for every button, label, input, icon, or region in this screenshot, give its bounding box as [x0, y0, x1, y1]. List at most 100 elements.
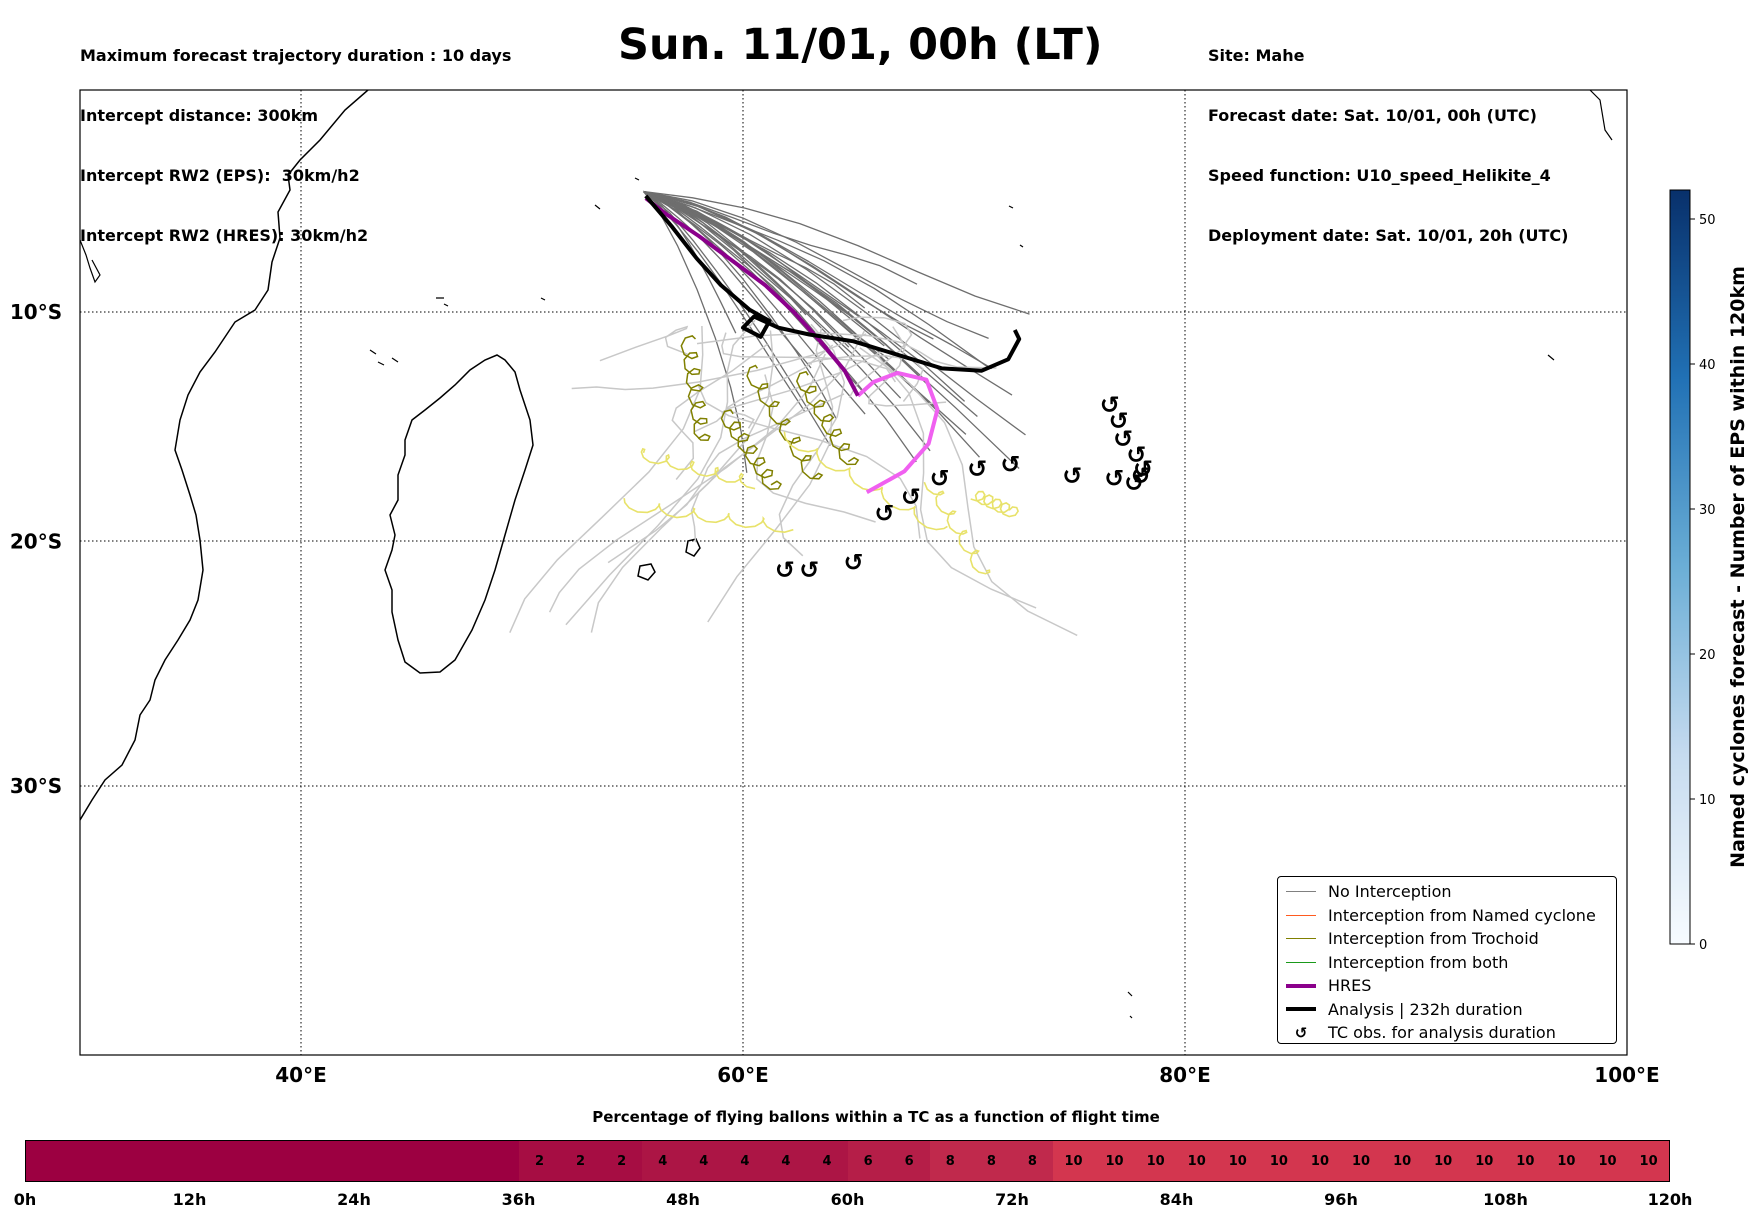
tc-observation-icon: ↺ [967, 455, 987, 483]
flight-time-cell: 10 [1176, 1141, 1218, 1181]
reunion-island [637, 563, 656, 581]
late-trajectory [726, 344, 834, 429]
legend-label: Interception from Trochoid [1328, 929, 1539, 949]
flight-time-cell: 2 [560, 1141, 602, 1181]
tc-observation-icon: ↺ [1104, 464, 1124, 492]
x-tick-label: 100°E [1594, 1063, 1659, 1087]
tc-observation-icon: ↺ [930, 464, 950, 492]
flight-time-tick-label: 84h [1159, 1190, 1194, 1209]
site-parameters: Site: Mahe Forecast date: Sat. 10/01, 00… [1208, 6, 1568, 266]
legend-swatch [1286, 938, 1316, 940]
ensemble-trajectory [643, 190, 931, 452]
ensemble-trajectory [643, 190, 856, 357]
tc-observations: ↺ ↺ ↺↺↺↺ ↺ ↺ ↺↺↺↺↺↺↺↺↺ [775, 391, 1153, 584]
legend-item-named-cyclone: Interception from Named cyclone [1278, 904, 1616, 928]
legend-item-no-interception: No Interception [1278, 880, 1616, 904]
flight-time-cell [149, 1141, 191, 1181]
legend: No Interception Interception from Named … [1277, 876, 1617, 1044]
legend-swatch [1286, 891, 1316, 893]
tc-observation-icon: ↺ [1113, 425, 1133, 453]
legend-swatch [1286, 1007, 1316, 1012]
flight-time-cell [272, 1141, 314, 1181]
tc-observation-icon: ↺ [1062, 462, 1082, 490]
late-trajectory [756, 374, 876, 523]
main-tracks [644, 194, 1022, 495]
legend-item-trochoid: Interception from Trochoid [1278, 927, 1616, 951]
flight-time-cell: 6 [888, 1141, 930, 1181]
tc-observation-icon: ↺ [1124, 469, 1144, 497]
tc-observation-icon: ↺ [874, 499, 894, 527]
axis-labels: 40°E 60°E 80°E 100°E 10°S 20°S 30°S [10, 300, 1660, 1087]
flight-time-cell [67, 1141, 109, 1181]
trochoid-trajectory [720, 409, 783, 490]
flight-time-tick-label: 36h [501, 1190, 536, 1209]
flight-time-tick-label: 120h [1647, 1190, 1693, 1209]
colorbar-tick-label: 30 [1699, 503, 1716, 518]
colorbar: 0 10 20 30 40 50 Named cyclones forecast - Nu… [1669, 189, 1749, 953]
flight-time-cell: 2 [518, 1141, 561, 1181]
flight-time-cell [108, 1141, 150, 1181]
trochoid-trajectory [680, 335, 711, 441]
colorbar-tick-label: 40 [1699, 358, 1716, 373]
header-line: Intercept RW2 (EPS): 30km/h2 [80, 166, 360, 185]
ensemble-trajectory [643, 190, 1030, 315]
trochoid-late-trajectory [923, 481, 991, 575]
trochoid-interception-trajectories [680, 335, 860, 490]
flight-time-tick-label: 24h [337, 1190, 371, 1209]
trochoid-late-trajectories [623, 431, 1020, 575]
flight-time-cell: 8 [970, 1141, 1012, 1181]
late-trajectory [859, 347, 1078, 637]
tc-observation-icon: ↺ [1126, 441, 1146, 469]
ensemble-trajectory [643, 190, 831, 351]
no-interception-trajectories [642, 190, 1030, 473]
late-trajectory [599, 325, 689, 362]
trochoid-trajectory [746, 364, 824, 480]
flight-time-cell: 4 [642, 1141, 684, 1181]
legend-swatch [1286, 983, 1316, 988]
late-trajectory [690, 330, 865, 543]
hres-track [644, 196, 860, 397]
flight-time-cell [26, 1141, 68, 1181]
flight-time-tick-label: 12h [172, 1190, 207, 1209]
cyclone-icon: ↺ [1294, 1023, 1308, 1042]
horn-coastline [80, 239, 101, 284]
late-trajectory [868, 326, 947, 407]
madagascar-coastline [384, 354, 534, 674]
map-area: ↺ ↺ ↺↺↺↺ ↺ ↺ ↺↺↺↺↺↺↺↺↺ [80, 90, 1627, 1055]
trochoid-late-trajectory [640, 447, 756, 490]
tc-observation-icon: ↺ [1000, 450, 1020, 478]
flight-time-tick-label: 48h [666, 1190, 700, 1209]
flight-time-cell: 4 [765, 1141, 807, 1181]
africa-coastline [80, 90, 369, 821]
late-trajectory [876, 354, 1037, 609]
late-trajectory [571, 333, 867, 391]
flight-time-cell: 4 [806, 1141, 848, 1181]
tc-observation-icon: ↺ [901, 483, 921, 511]
flight-time-cell: 10 [1422, 1141, 1464, 1181]
flight-time-title: Percentage of flying ballons within a TC… [592, 1108, 1160, 1126]
flight-time-cell [313, 1141, 355, 1181]
tc-observation-icon: ↺ [1109, 407, 1129, 435]
flight-time-cell: 10 [1135, 1141, 1177, 1181]
flight-time-cell: 10 [1217, 1141, 1259, 1181]
late-trajectory [548, 353, 826, 613]
tc-observation-icon: ↺ [799, 556, 819, 584]
flight-time-cell: 10 [1052, 1141, 1095, 1181]
ensemble-trajectory [643, 190, 989, 340]
flight-time-cell: 10 [1504, 1141, 1546, 1181]
map-frame [79, 89, 1628, 1056]
legend-label: Interception from both [1328, 952, 1509, 972]
mascarene-small [436, 90, 1613, 1019]
header-line: Site: Mahe [1208, 46, 1305, 65]
y-tick-label: 10°S [10, 300, 62, 324]
flight-time-cell [190, 1141, 232, 1181]
colorbar-tick-label: 50 [1699, 213, 1716, 228]
legend-swatch [1286, 914, 1316, 916]
tc-observation-icon: ↺ [1100, 391, 1120, 419]
trochoid-late-trajectory [970, 490, 1020, 518]
ensemble-trajectory [643, 190, 966, 402]
flight-time-cell [436, 1141, 478, 1181]
flight-time-tick-label: 108h [1483, 1190, 1528, 1209]
late-trajectory [565, 319, 756, 626]
flight-time-tick-label: 60h [830, 1190, 865, 1209]
